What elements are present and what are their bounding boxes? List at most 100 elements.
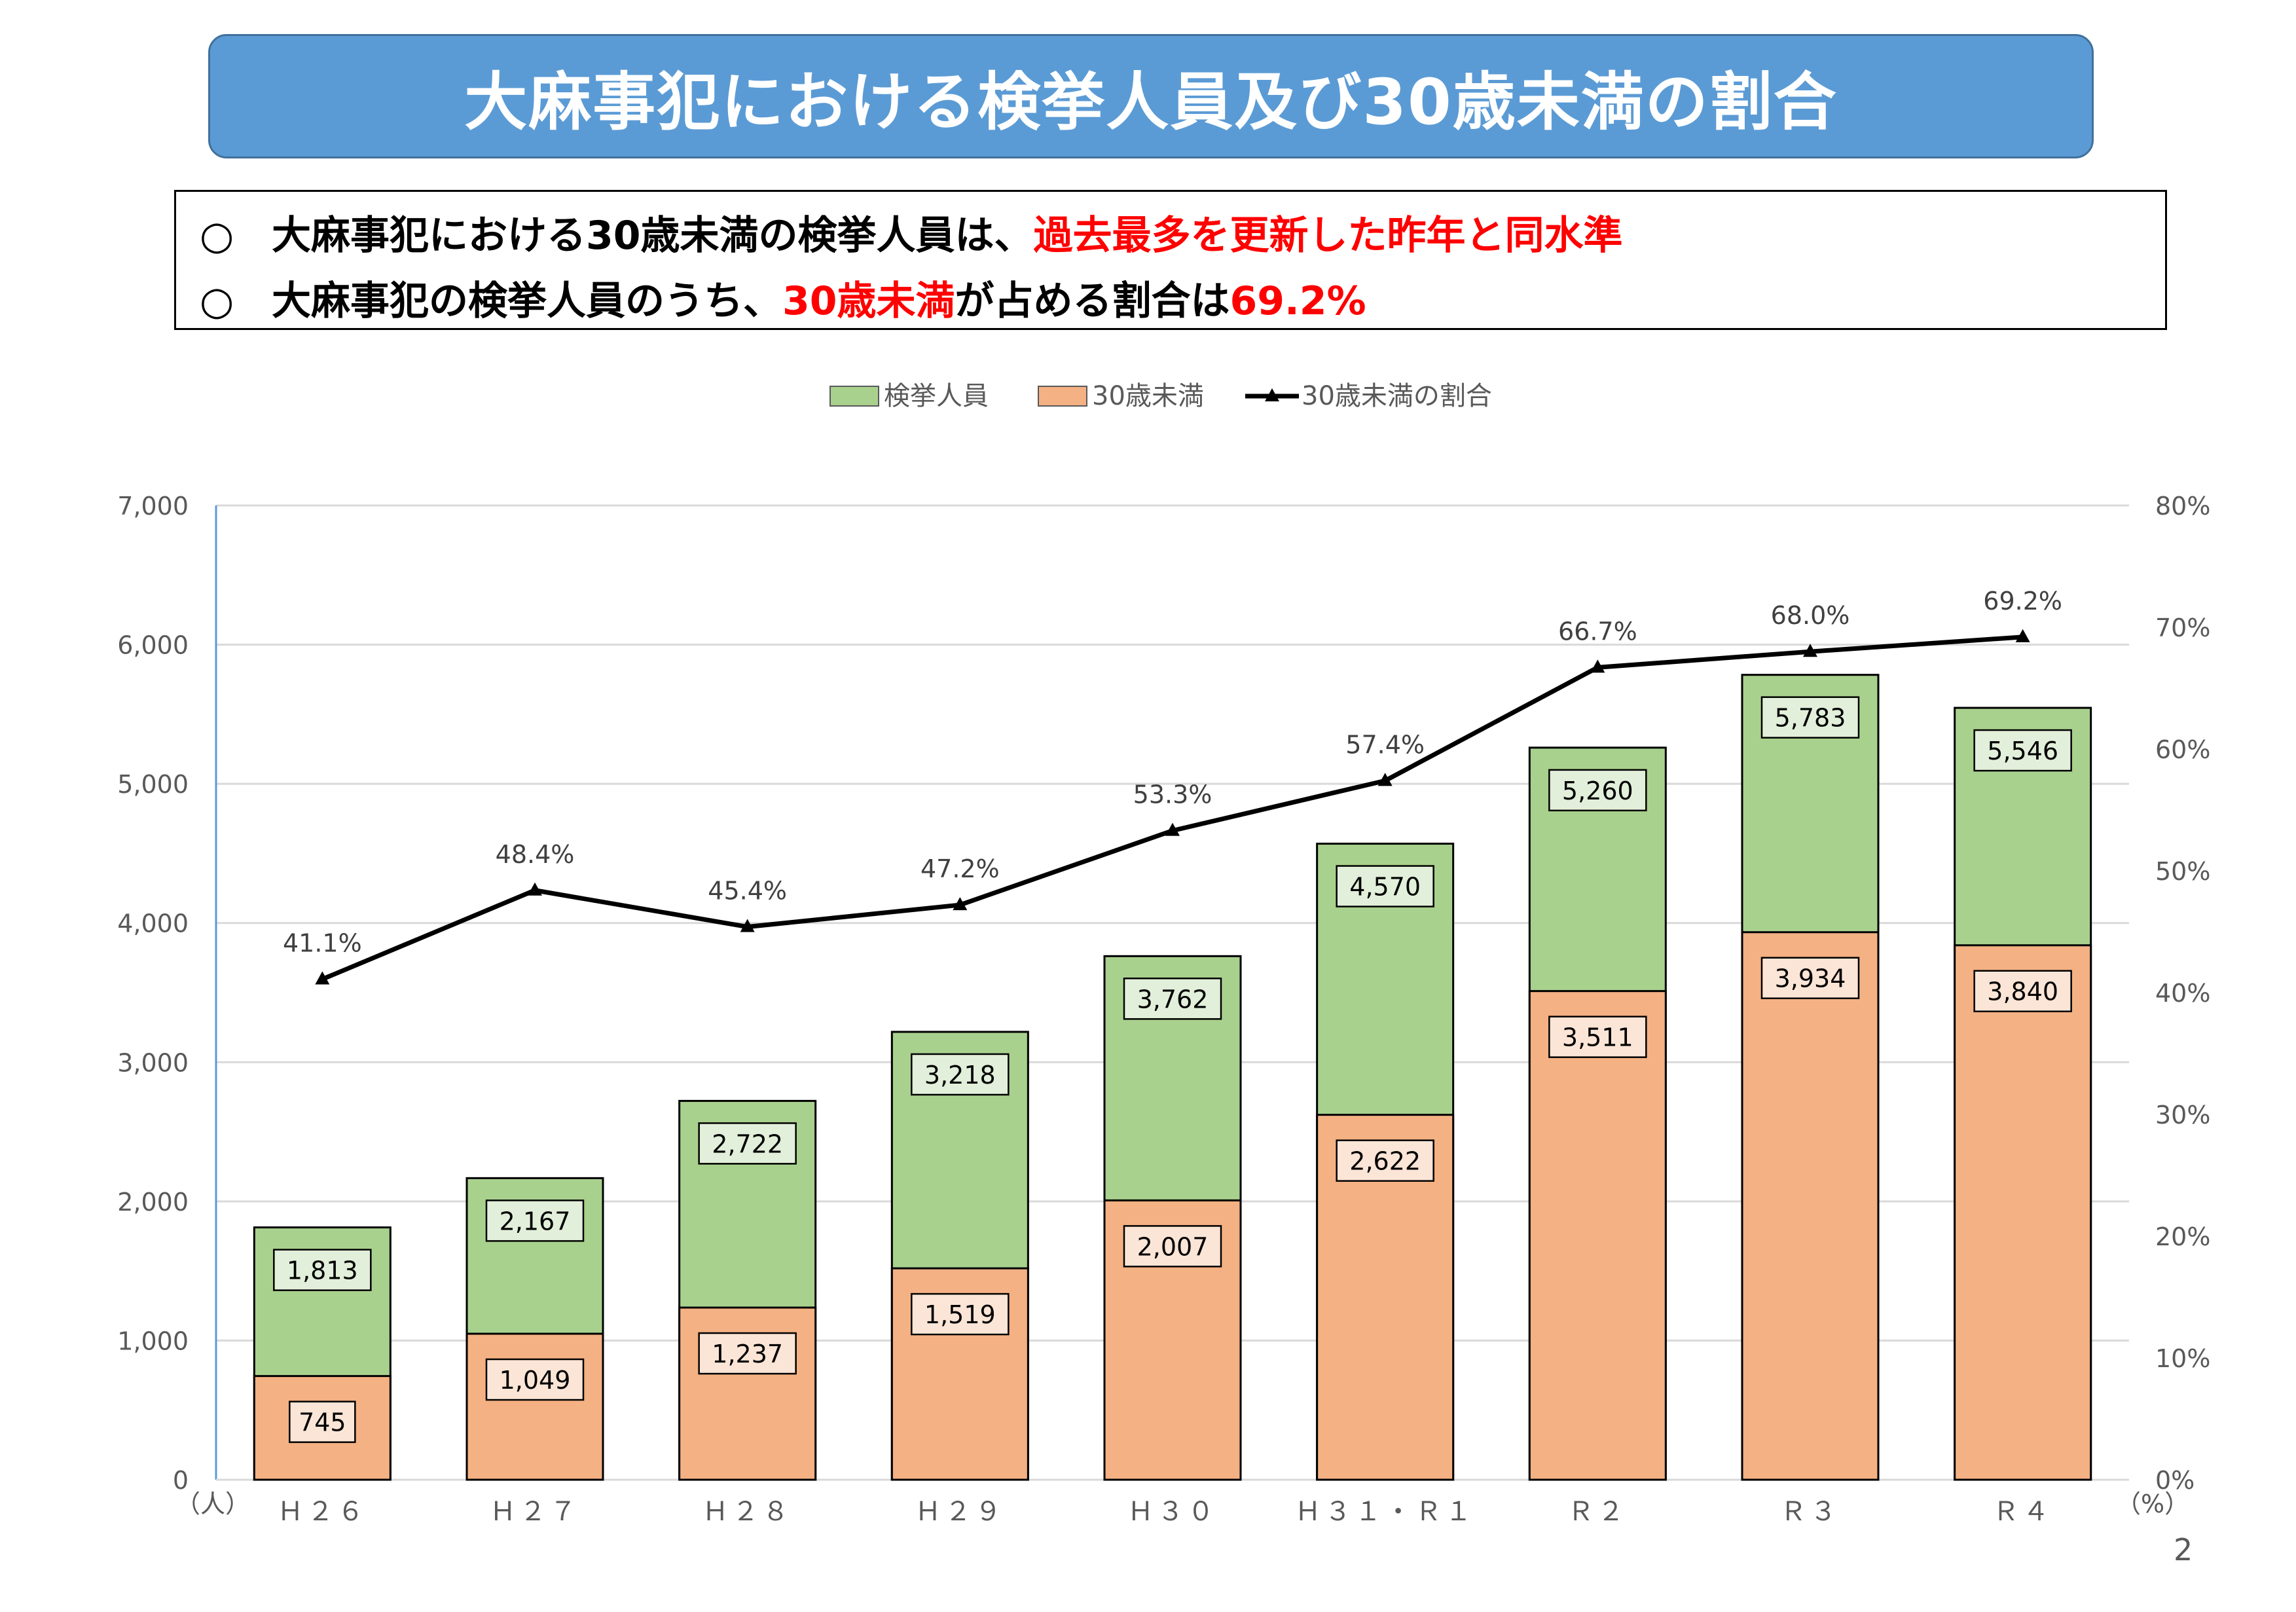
data-label-total-box [485, 1200, 585, 1242]
x-tick-label: Ｈ２６ [277, 1497, 367, 1527]
ratio-marker [1803, 644, 1817, 657]
x-tick-label: Ｈ３０ [1127, 1497, 1218, 1527]
data-label-total: 5,546 [1987, 737, 2058, 765]
y-right-tick-label: 0% [2155, 1466, 2195, 1495]
data-label-total-box [1973, 729, 2072, 772]
bar-under30 [1954, 944, 2092, 1481]
data-label-ratio: 48.4% [496, 840, 575, 869]
page-number: 2 [2174, 1532, 2193, 1567]
data-label-under30: 3,511 [1562, 1023, 1633, 1052]
x-tick-label: Ｒ４ [1993, 1497, 2053, 1527]
data-label-under30-box [698, 1332, 797, 1375]
bar-under30 [1528, 990, 1667, 1481]
bar-under30 [1741, 931, 1880, 1481]
data-label-under30: 745 [299, 1408, 346, 1437]
data-label-ratio: 66.7% [1558, 617, 1637, 646]
data-label-under30-box [1760, 957, 1860, 999]
y-left-tick-label: 0 [173, 1466, 189, 1495]
data-label-under30-box [1336, 1139, 1434, 1182]
y-right-tick-label: 50% [2155, 857, 2210, 886]
summary-highlight: 30歳未満 [782, 278, 955, 324]
summary-highlight: 69.2% [1230, 278, 1366, 324]
data-label-total-box [1336, 865, 1434, 907]
data-label-total: 1,813 [287, 1256, 358, 1285]
x-tick-label: Ｈ２８ [702, 1497, 793, 1527]
y-left-tick-label: 6,000 [117, 631, 189, 660]
page-title: 大麻事犯における検挙人員及び30歳未満の割合 [464, 65, 1838, 139]
data-label-ratio: 47.2% [920, 854, 1000, 883]
summary-line-1: ○ 大麻事犯における30歳未満の検挙人員は、過去最多を更新した昨年と同水準 [200, 204, 1623, 261]
y-left-tick-label: 1,000 [117, 1327, 189, 1355]
data-label-under30-box [1973, 970, 2072, 1012]
data-label-total: 2,167 [500, 1207, 571, 1236]
data-label-ratio: 68.0% [1771, 601, 1850, 630]
data-label-under30: 2,622 [1349, 1147, 1421, 1176]
ratio-marker [2015, 629, 2030, 642]
y-right-tick-label: 10% [2155, 1344, 2210, 1373]
x-tick-label: Ｒ２ [1567, 1497, 1628, 1527]
ratio-marker [1377, 773, 1393, 786]
summary-box: ○ 大麻事犯における30歳未満の検挙人員は、過去最多を更新した昨年と同水準 ○ 大麻… [174, 190, 2167, 330]
data-label-total: 2,722 [712, 1129, 783, 1158]
data-label-total: 3,762 [1137, 985, 1209, 1014]
data-label-under30: 1,049 [500, 1366, 571, 1395]
ratio-marker [740, 919, 755, 932]
data-label-ratio: 45.4% [708, 877, 787, 906]
y-right-unit-label: （%） [2116, 1490, 2189, 1518]
bar-under30 [465, 1332, 604, 1481]
legend-swatch-under30 [1038, 386, 1087, 407]
data-label-total-box [273, 1249, 372, 1291]
legend-label-total: 検挙人員 [884, 381, 989, 411]
summary-text: 大麻事犯における30歳未満の検挙人員は、 [272, 213, 1034, 259]
y-right-tick-label: 30% [2155, 1101, 2210, 1129]
data-label-under30-box [485, 1358, 585, 1401]
legend-marker-ratio [1265, 388, 1279, 401]
ratio-marker [1165, 822, 1180, 836]
x-tick-label: Ｈ２７ [490, 1497, 580, 1527]
y-right-tick-label: 20% [2155, 1222, 2210, 1251]
x-tick-label: Ｒ３ [1780, 1497, 1840, 1527]
summary-text: 大麻事犯の検挙人員のうち、 [272, 278, 782, 324]
y-right-tick-label: 70% [2155, 614, 2210, 642]
legend-label-under30: 30歳未満 [1092, 381, 1204, 411]
ratio-marker [528, 882, 542, 896]
data-label-under30: 3,934 [1775, 964, 1846, 993]
data-label-under30: 1,519 [924, 1300, 996, 1329]
data-label-total: 4,570 [1349, 873, 1421, 902]
y-right-tick-label: 80% [2155, 492, 2210, 521]
ratio-marker [315, 971, 330, 985]
data-label-under30: 3,840 [1987, 978, 2058, 1006]
y-left-tick-label: 5,000 [117, 770, 189, 799]
data-label-total-box [1123, 978, 1222, 1020]
bullet-icon: ○ [200, 278, 234, 324]
data-label-ratio: 53.3% [1133, 780, 1212, 809]
data-label-under30-box [289, 1401, 356, 1443]
data-label-under30-box [911, 1292, 1010, 1336]
data-label-under30: 2,007 [1137, 1232, 1209, 1261]
summary-line-2: ○ 大麻事犯の検挙人員のうち、30歳未満が占める割合は69.2% [200, 269, 1366, 326]
x-tick-label: Ｈ２９ [915, 1497, 1005, 1527]
x-tick-label: Ｈ３１・Ｒ１ [1295, 1497, 1476, 1527]
title-banner: 大麻事犯における検挙人員及び30歳未満の割合 [208, 34, 2094, 158]
data-label-total: 3,218 [924, 1061, 996, 1090]
data-label-total-box [698, 1122, 797, 1165]
y-left-unit-label: （人） [175, 1490, 250, 1518]
ratio-marker [953, 897, 968, 911]
data-label-total-box [911, 1053, 1010, 1096]
y-right-tick-label: 40% [2155, 979, 2210, 1008]
y-left-tick-label: 2,000 [117, 1188, 189, 1217]
y-right-tick-label: 60% [2155, 735, 2210, 764]
ratio-marker [1590, 659, 1605, 673]
legend-swatch-total [829, 386, 879, 407]
bullet-icon: ○ [200, 213, 234, 259]
data-label-under30-box [1123, 1225, 1222, 1268]
data-label-ratio: 41.1% [283, 929, 362, 958]
data-label-total-box [1548, 769, 1647, 812]
summary-highlight: 過去最多を更新した昨年と同水準 [1033, 213, 1623, 259]
data-label-total-box [1760, 696, 1860, 739]
legend-label-ratio: 30歳未満の割合 [1302, 381, 1492, 411]
data-label-total: 5,783 [1775, 704, 1846, 733]
y-left-tick-label: 3,000 [117, 1048, 189, 1077]
data-label-ratio: 69.2% [1983, 587, 2062, 615]
